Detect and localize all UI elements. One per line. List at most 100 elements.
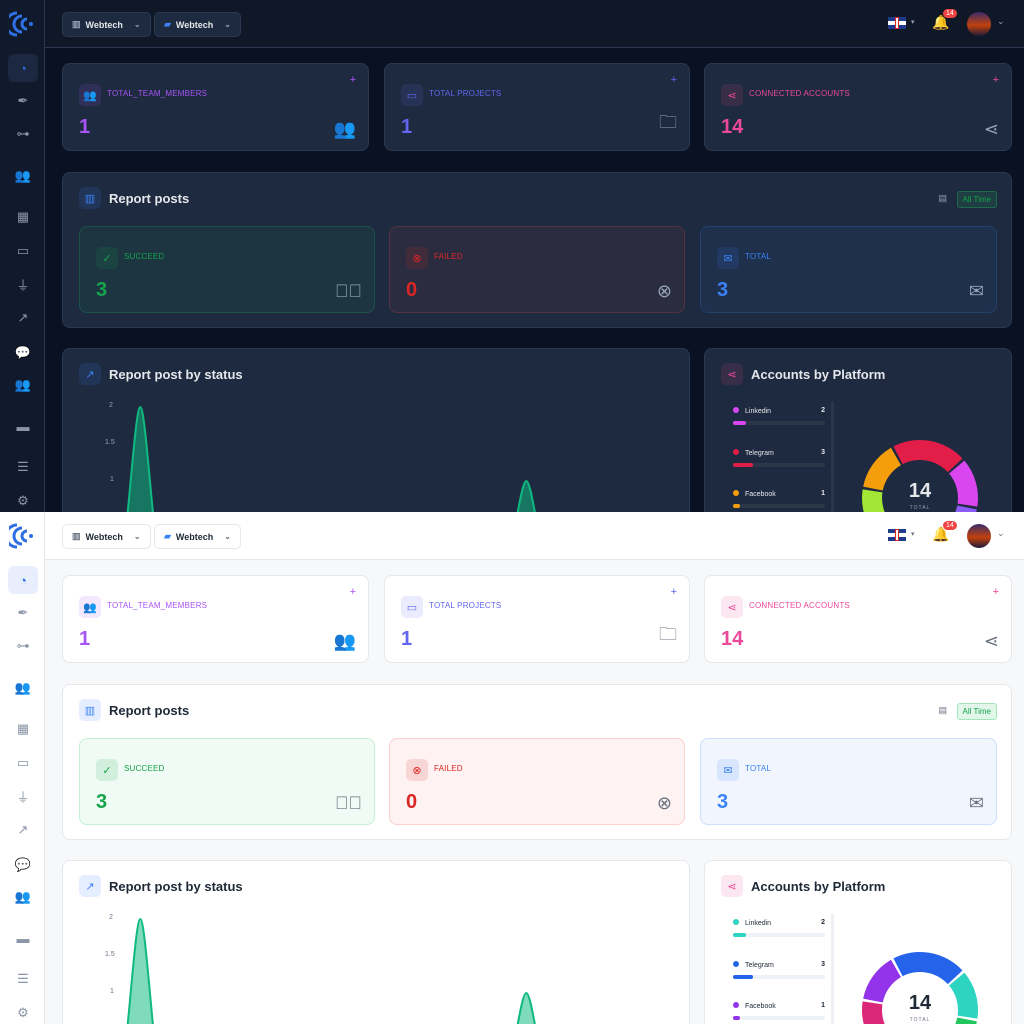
sidebar-calendar-icon[interactable]: ▦ bbox=[16, 721, 30, 736]
sidebar-inbox-icon[interactable]: ▭ bbox=[16, 243, 30, 258]
avatar[interactable] bbox=[967, 12, 991, 36]
legend-scrollbar[interactable] bbox=[831, 401, 834, 512]
sidebar-chat-icon[interactable]: 💬 bbox=[14, 345, 32, 360]
add-account-button[interactable]: + bbox=[992, 74, 999, 86]
progress-bar bbox=[733, 975, 825, 979]
folder-icon: ▭ bbox=[401, 84, 423, 106]
sidebar-calendar-icon[interactable]: ▦ bbox=[16, 209, 30, 224]
bar-chart-icon: ▥ bbox=[79, 699, 101, 721]
caret-down-icon[interactable]: ▾ bbox=[911, 19, 915, 26]
chevron-down-icon[interactable]: ⌄ bbox=[997, 16, 1005, 26]
avatar[interactable] bbox=[967, 524, 991, 548]
organization-select[interactable]: ▥ Webtech ⌄ bbox=[62, 524, 151, 549]
y-tick-label: 2 bbox=[109, 914, 113, 921]
top-header: ▥ Webtech ⌄ ▰ Webtech ⌄ ▾ 🔔 14 ⌄ bbox=[45, 0, 1024, 48]
sidebar-workflow-icon[interactable]: ⊶ bbox=[16, 638, 30, 653]
sidebar-inbox-icon[interactable]: ▭ bbox=[16, 755, 30, 770]
building-icon: ▥ bbox=[72, 19, 81, 29]
sidebar-folder-icon[interactable]: ▬ bbox=[16, 930, 30, 946]
chevron-down-icon: ⌄ bbox=[224, 20, 231, 29]
calendar-icon[interactable]: ▤ bbox=[938, 193, 947, 203]
donut-segment bbox=[893, 952, 963, 985]
chevron-down-icon[interactable]: ⌄ bbox=[997, 528, 1005, 538]
sidebar-folder-icon[interactable]: ▬ bbox=[16, 418, 30, 434]
donut-total-label: TOTAL bbox=[909, 1017, 931, 1023]
sidebar-settings-icon[interactable]: ⚙ bbox=[17, 493, 29, 508]
stat-card-connected-accounts: ⋖ CONNECTED ACCOUNTS 14 + ⋖ bbox=[704, 63, 1012, 151]
language-flag-uk-icon[interactable] bbox=[888, 529, 906, 541]
status-chart-panel: ↗ Report post by status 2 1.5 1 bbox=[62, 860, 690, 1024]
check-circle-icon: ✓ bbox=[96, 247, 118, 269]
platforms-panel: ⋖ Accounts by Platform Linkedin 2 Telegra… bbox=[704, 860, 1012, 1024]
sidebar-workflow-icon[interactable]: ⊶ bbox=[16, 126, 30, 141]
calendar-icon[interactable]: ▤ bbox=[938, 705, 947, 715]
time-range-badge[interactable]: All Time bbox=[956, 191, 997, 208]
folder-icon: ▰ bbox=[164, 531, 171, 541]
stat-card-team-members: 👥 TOTAL_TEAM_MEMBERS 1 + 👥 bbox=[62, 63, 369, 151]
legend-item-facebook: Facebook 1 bbox=[733, 490, 825, 508]
y-tick-label: 1 bbox=[110, 988, 114, 995]
check-outline-icon: ✓⃝ bbox=[335, 281, 362, 301]
dashboard-dark: ◔ ✒ ⊶ 👥 ▦ ▭ ⏚ ↗ 💬 👥 ▬ ☰ ⚙ ▥ Webtech ⌄ ▰ Web… bbox=[0, 0, 1024, 512]
x-outline-icon: ⊗ bbox=[656, 281, 672, 301]
sidebar-dashboard-icon[interactable]: ◔ bbox=[8, 54, 38, 82]
folder-outline-icon: 🗀 bbox=[659, 112, 677, 132]
legend-item-linkedin: Linkedin 2 bbox=[733, 407, 825, 425]
add-account-button[interactable]: + bbox=[992, 586, 999, 598]
sidebar-plug-icon[interactable]: ⏚ bbox=[16, 789, 30, 805]
add-project-button[interactable]: + bbox=[670, 74, 677, 86]
language-flag-uk-icon[interactable] bbox=[888, 17, 906, 29]
bell-icon[interactable]: 🔔 bbox=[932, 526, 950, 542]
add-team-member-button[interactable]: + bbox=[349, 74, 356, 86]
legend-scrollbar[interactable] bbox=[831, 913, 834, 1024]
sidebar-settings-icon[interactable]: ⚙ bbox=[17, 1005, 29, 1020]
succeed-series-area bbox=[127, 919, 535, 1024]
legend-item-telegram: Telegram 3 bbox=[733, 449, 825, 467]
sidebar-tasks-icon[interactable]: ☰ bbox=[17, 459, 29, 474]
organization-select[interactable]: ▥ Webtech ⌄ bbox=[62, 12, 151, 37]
caret-down-icon[interactable]: ▾ bbox=[911, 531, 915, 538]
succeed-series-area bbox=[127, 407, 535, 512]
sidebar-pen-icon[interactable]: ✒ bbox=[17, 93, 29, 108]
project-select[interactable]: ▰ Webtech ⌄ bbox=[154, 524, 241, 549]
sidebar-team-icon[interactable]: 👥 bbox=[14, 377, 32, 392]
project-select[interactable]: ▰ Webtech ⌄ bbox=[154, 12, 241, 37]
sidebar-analytics-icon[interactable]: ↗ bbox=[17, 822, 29, 837]
sidebar-dashboard-icon[interactable]: ◔ bbox=[8, 566, 38, 594]
sidebar-chat-icon[interactable]: 💬 bbox=[14, 857, 32, 872]
report-posts-panel: ▥ Report posts ▤ All Time ✓ SUCCEED 3 ✓⃝… bbox=[62, 172, 1012, 328]
donut-segment bbox=[893, 440, 963, 473]
sidebar-team-icon[interactable]: 👥 bbox=[14, 889, 32, 904]
sidebar-analytics-icon[interactable]: ↗ bbox=[17, 310, 29, 325]
sidebar-users-icon[interactable]: 👥 bbox=[14, 168, 32, 183]
sidebar-users-icon[interactable]: 👥 bbox=[14, 680, 32, 695]
donut-total-value: 14 bbox=[908, 480, 932, 502]
sidebar-tasks-icon[interactable]: ☰ bbox=[17, 971, 29, 986]
progress-bar bbox=[733, 933, 825, 937]
add-team-member-button[interactable]: + bbox=[349, 586, 356, 598]
sidebar: ◔ ✒ ⊶ 👥 ▦ ▭ ⏚ ↗ 💬 👥 ▬ ☰ ⚙ bbox=[0, 0, 45, 512]
succeed-series-line bbox=[126, 405, 536, 512]
trending-up-icon: ↗ bbox=[79, 363, 101, 385]
platforms-panel: ⋖ Accounts by Platform Linkedin 2 Telegra… bbox=[704, 348, 1012, 512]
status-area-chart bbox=[126, 405, 536, 512]
failed-card: ⊗ FAILED 0 ⊗ bbox=[389, 226, 685, 313]
time-range-badge[interactable]: All Time bbox=[956, 703, 997, 720]
add-project-button[interactable]: + bbox=[670, 586, 677, 598]
mail-icon: ✉ bbox=[717, 759, 739, 781]
users-icon: 👥 bbox=[79, 596, 101, 618]
share-icon: ⋖ bbox=[721, 84, 743, 106]
users-icon: 👥 bbox=[79, 84, 101, 106]
bar-chart-icon: ▥ bbox=[79, 187, 101, 209]
progress-bar bbox=[733, 504, 825, 508]
sidebar-pen-icon[interactable]: ✒ bbox=[17, 605, 29, 620]
chevron-down-icon: ⌄ bbox=[133, 532, 141, 541]
donut-segment bbox=[949, 460, 978, 507]
bell-icon[interactable]: 🔔 bbox=[932, 14, 950, 30]
sidebar-plug-icon[interactable]: ⏚ bbox=[16, 277, 30, 293]
folder-icon: ▭ bbox=[401, 596, 423, 618]
trending-up-icon: ↗ bbox=[79, 875, 101, 897]
share-outline-icon: ⋖ bbox=[983, 631, 999, 651]
legend-item-linkedin: Linkedin 2 bbox=[733, 919, 825, 937]
platform-donut-chart bbox=[862, 440, 978, 512]
